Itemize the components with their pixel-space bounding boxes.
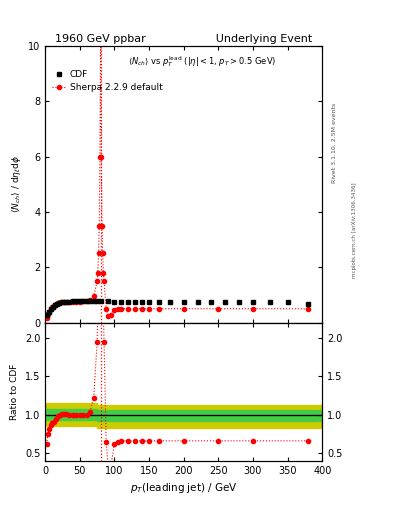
Sherpa 2.2.9 default — [147, 306, 151, 312]
CDF — [71, 298, 75, 304]
CDF — [126, 298, 130, 305]
Line: CDF: CDF — [44, 299, 311, 317]
Sherpa 2.2.9 default — [100, 223, 105, 229]
Sherpa 2.2.9 default — [84, 298, 89, 304]
Sherpa 2.2.9 default — [59, 299, 64, 305]
Sherpa 2.2.9 default — [95, 270, 100, 276]
CDF — [48, 306, 53, 312]
Sherpa 2.2.9 default — [46, 311, 50, 317]
CDF — [55, 301, 59, 307]
Legend: CDF, Sherpa 2.2.9 default: CDF, Sherpa 2.2.9 default — [53, 70, 162, 93]
Sherpa 2.2.9 default — [96, 250, 101, 257]
Sherpa 2.2.9 default — [57, 300, 62, 306]
CDF — [112, 298, 117, 305]
CDF — [223, 298, 228, 305]
CDF — [50, 304, 55, 310]
Sherpa 2.2.9 default — [50, 304, 55, 310]
Text: Rivet 3.1.10, 2.5M events: Rivet 3.1.10, 2.5M events — [332, 103, 337, 183]
Sherpa 2.2.9 default — [126, 306, 130, 312]
Title: 1960 GeV ppbar                    Underlying Event: 1960 GeV ppbar Underlying Event — [55, 34, 312, 44]
X-axis label: $p_T$(leading jet) / GeV: $p_T$(leading jet) / GeV — [130, 481, 238, 495]
CDF — [74, 298, 79, 304]
Text: mcplots.cern.ch [arXiv:1306.3436]: mcplots.cern.ch [arXiv:1306.3436] — [352, 183, 357, 278]
CDF — [133, 298, 138, 305]
Sherpa 2.2.9 default — [91, 293, 96, 300]
Sherpa 2.2.9 default — [64, 298, 68, 305]
CDF — [251, 298, 255, 305]
CDF — [105, 298, 110, 304]
CDF — [268, 298, 273, 305]
CDF — [88, 298, 93, 304]
Sherpa 2.2.9 default — [102, 278, 107, 284]
CDF — [95, 298, 99, 304]
CDF — [285, 298, 290, 305]
CDF — [157, 298, 162, 305]
Sherpa 2.2.9 default — [81, 298, 86, 304]
Sherpa 2.2.9 default — [119, 306, 124, 312]
Text: $\langle N_{ch}\rangle$ vs $p_T^{\rm lead}$ ($|\eta|<1$, $p_T>0.5$ GeV): $\langle N_{ch}\rangle$ vs $p_T^{\rm lea… — [129, 54, 277, 69]
Sherpa 2.2.9 default — [48, 306, 53, 312]
Sherpa 2.2.9 default — [74, 298, 79, 305]
Sherpa 2.2.9 default — [106, 312, 110, 318]
Sherpa 2.2.9 default — [216, 306, 221, 312]
CDF — [182, 298, 186, 305]
Sherpa 2.2.9 default — [77, 298, 82, 305]
CDF — [209, 298, 214, 305]
Sherpa 2.2.9 default — [112, 307, 117, 313]
CDF — [67, 298, 72, 305]
Sherpa 2.2.9 default — [55, 300, 60, 306]
Sherpa 2.2.9 default — [100, 250, 105, 257]
CDF — [60, 300, 65, 306]
Sherpa 2.2.9 default — [95, 278, 99, 284]
CDF — [77, 298, 82, 304]
CDF — [306, 301, 311, 307]
CDF — [57, 300, 61, 306]
CDF — [140, 298, 145, 305]
Line: Sherpa 2.2.9 default: Sherpa 2.2.9 default — [44, 30, 310, 319]
CDF — [53, 302, 57, 308]
Sherpa 2.2.9 default — [62, 298, 66, 305]
Sherpa 2.2.9 default — [116, 306, 120, 312]
Sherpa 2.2.9 default — [98, 29, 103, 35]
Y-axis label: Ratio to CDF: Ratio to CDF — [10, 364, 19, 420]
Sherpa 2.2.9 default — [104, 306, 108, 312]
Sherpa 2.2.9 default — [88, 297, 93, 304]
Sherpa 2.2.9 default — [47, 308, 52, 314]
CDF — [98, 298, 103, 304]
Sherpa 2.2.9 default — [99, 154, 104, 160]
CDF — [64, 299, 68, 305]
Sherpa 2.2.9 default — [44, 314, 49, 321]
Sherpa 2.2.9 default — [140, 306, 145, 312]
CDF — [119, 298, 124, 305]
Sherpa 2.2.9 default — [133, 306, 138, 312]
CDF — [44, 312, 49, 318]
Sherpa 2.2.9 default — [53, 301, 58, 307]
Sherpa 2.2.9 default — [157, 306, 162, 312]
Sherpa 2.2.9 default — [101, 270, 106, 276]
Sherpa 2.2.9 default — [251, 306, 255, 312]
CDF — [167, 298, 172, 305]
Sherpa 2.2.9 default — [51, 303, 56, 309]
Sherpa 2.2.9 default — [67, 298, 72, 305]
CDF — [84, 298, 89, 304]
CDF — [195, 298, 200, 305]
Sherpa 2.2.9 default — [71, 298, 75, 305]
CDF — [91, 298, 96, 304]
Sherpa 2.2.9 default — [306, 306, 311, 312]
CDF — [81, 298, 86, 304]
Sherpa 2.2.9 default — [97, 154, 102, 160]
Sherpa 2.2.9 default — [182, 306, 186, 312]
Sherpa 2.2.9 default — [97, 223, 101, 229]
CDF — [237, 298, 241, 305]
CDF — [46, 308, 51, 314]
Y-axis label: $\langle N_{ch}\rangle$ / d$\eta_{\ell}$d$\phi$: $\langle N_{ch}\rangle$ / d$\eta_{\ell}$… — [9, 156, 22, 213]
Sherpa 2.2.9 default — [108, 312, 113, 318]
CDF — [147, 298, 151, 305]
